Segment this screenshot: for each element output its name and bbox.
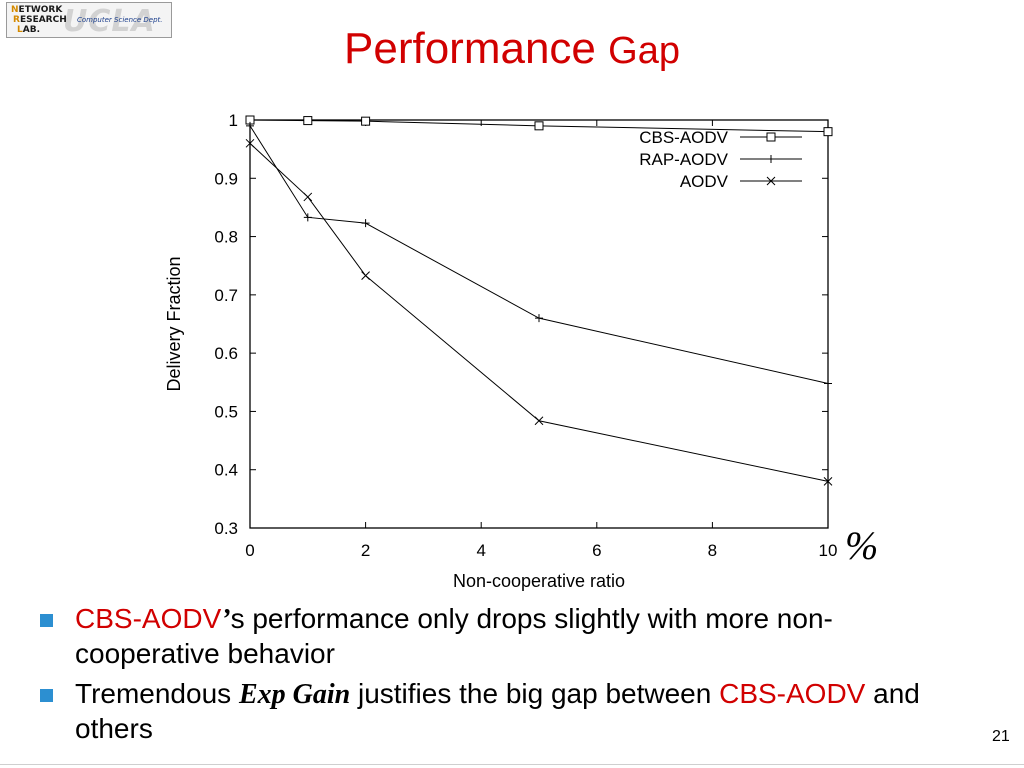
legend-marker-aodv: [766, 176, 776, 186]
logo-line1-initial: N: [11, 5, 19, 15]
x-tick-label: 8: [708, 541, 717, 560]
y-tick-label: 1: [229, 111, 238, 130]
bottom-divider: [0, 764, 1024, 765]
bullet-tail: and others: [75, 678, 920, 744]
data-point-cbs-aodv: [361, 116, 371, 126]
data-point-rap-aodv: [246, 121, 254, 130]
data-point-aodv: [361, 271, 370, 280]
data-point-aodv: [534, 416, 544, 426]
data-point-cbs-aodv: [534, 121, 544, 131]
y-tick-label: 0.7: [214, 286, 238, 305]
logo-watermark: UCLA: [63, 4, 156, 38]
bullet-text: Tremendous Exp Gain justifies the big ga…: [75, 677, 970, 746]
lab-logo: UCLA NETWORK RESEARCH LAB. Computer Scie…: [6, 2, 172, 38]
bullet-item: Tremendous Exp Gain justifies the big ga…: [40, 677, 970, 746]
bullet-list: CBS-AODV’s performance only drops slight…: [40, 602, 970, 752]
legend-label-rap-aodv: RAP-AODV: [639, 150, 728, 169]
data-point-aodv: [303, 192, 313, 202]
data-point-aodv: [245, 138, 255, 148]
x-tick-label: 0: [245, 541, 254, 560]
legend-marker-rap-aodv: [767, 155, 775, 163]
legend-marker-cbs-aodv: [766, 132, 776, 142]
slide-title-tail: Gap: [608, 30, 680, 72]
logo-line2-initial: R: [13, 15, 20, 25]
data-point-cbs-aodv: [303, 116, 313, 126]
page-number: 21: [992, 728, 1010, 745]
logo-line3-initial: L: [17, 25, 23, 35]
bullet-lead: Tremendous: [75, 678, 232, 709]
data-point-rap-aodv: [535, 314, 543, 323]
slide-title: Performance Gap: [0, 24, 1024, 74]
y-tick-label: 0.6: [214, 344, 238, 363]
bullet-highlight: CBS-AODV: [719, 678, 866, 709]
bullet-highlight: CBS-AODV: [75, 603, 222, 634]
bullet-text: CBS-AODV’s performance only drops slight…: [75, 602, 970, 671]
y-axis-label: Delivery Fraction: [164, 256, 184, 391]
bullet-rest: s performance only drops slightly with m…: [75, 603, 833, 669]
plot-frame: [249, 119, 829, 529]
x-axis-label: Non-cooperative ratio: [453, 571, 625, 591]
bullet-apostrophe: ’: [221, 604, 231, 635]
y-tick-label: 0.5: [214, 402, 238, 421]
data-point-cbs-aodv: [823, 127, 833, 137]
logo-line3-rest: AB.: [22, 25, 40, 35]
x-tick-label: 6: [592, 541, 601, 560]
logo-line2-rest: ESEARCH: [19, 15, 67, 25]
delivery-fraction-chart: 0.30.40.50.60.70.80.910 2 4 6 8 10Non-coopera…: [164, 111, 838, 591]
legend-label-cbs-aodv: CBS-AODV: [639, 128, 728, 147]
data-point-aodv: [823, 477, 833, 486]
x-tick-label: 2: [361, 541, 370, 560]
data-point-rap-aodv: [303, 213, 312, 222]
y-tick-label: 0.3: [214, 519, 238, 538]
logo-line1-rest: ETWORK: [18, 5, 63, 15]
bullet-emphasis: Exp Gain: [238, 679, 351, 710]
bullet-item: CBS-AODV’s performance only drops slight…: [40, 602, 970, 671]
series-line-rap-aodv: [249, 125, 829, 384]
logo-dept: Computer Science Dept.: [77, 16, 163, 24]
logo-text: NETWORK RESEARCH LAB.: [11, 5, 67, 35]
legend-label-aodv: AODV: [680, 172, 729, 191]
bullet-square-icon: [40, 689, 53, 702]
data-point-rap-aodv: [361, 219, 370, 228]
series-line-aodv: [249, 142, 829, 482]
x-tick-label: 10: [819, 541, 838, 560]
y-tick-label: 0.9: [214, 169, 238, 188]
bullet-square-icon: [40, 614, 53, 627]
percent-mark: %: [845, 523, 879, 568]
slide-title-main: Performance: [344, 24, 596, 73]
bullet-middle: justifies the big gap between: [357, 678, 712, 709]
x-tick-label: 4: [476, 541, 485, 560]
y-tick-label: 0.8: [214, 228, 238, 247]
data-point-rap-aodv: [824, 379, 832, 388]
y-tick-label: 0.4: [214, 461, 238, 480]
